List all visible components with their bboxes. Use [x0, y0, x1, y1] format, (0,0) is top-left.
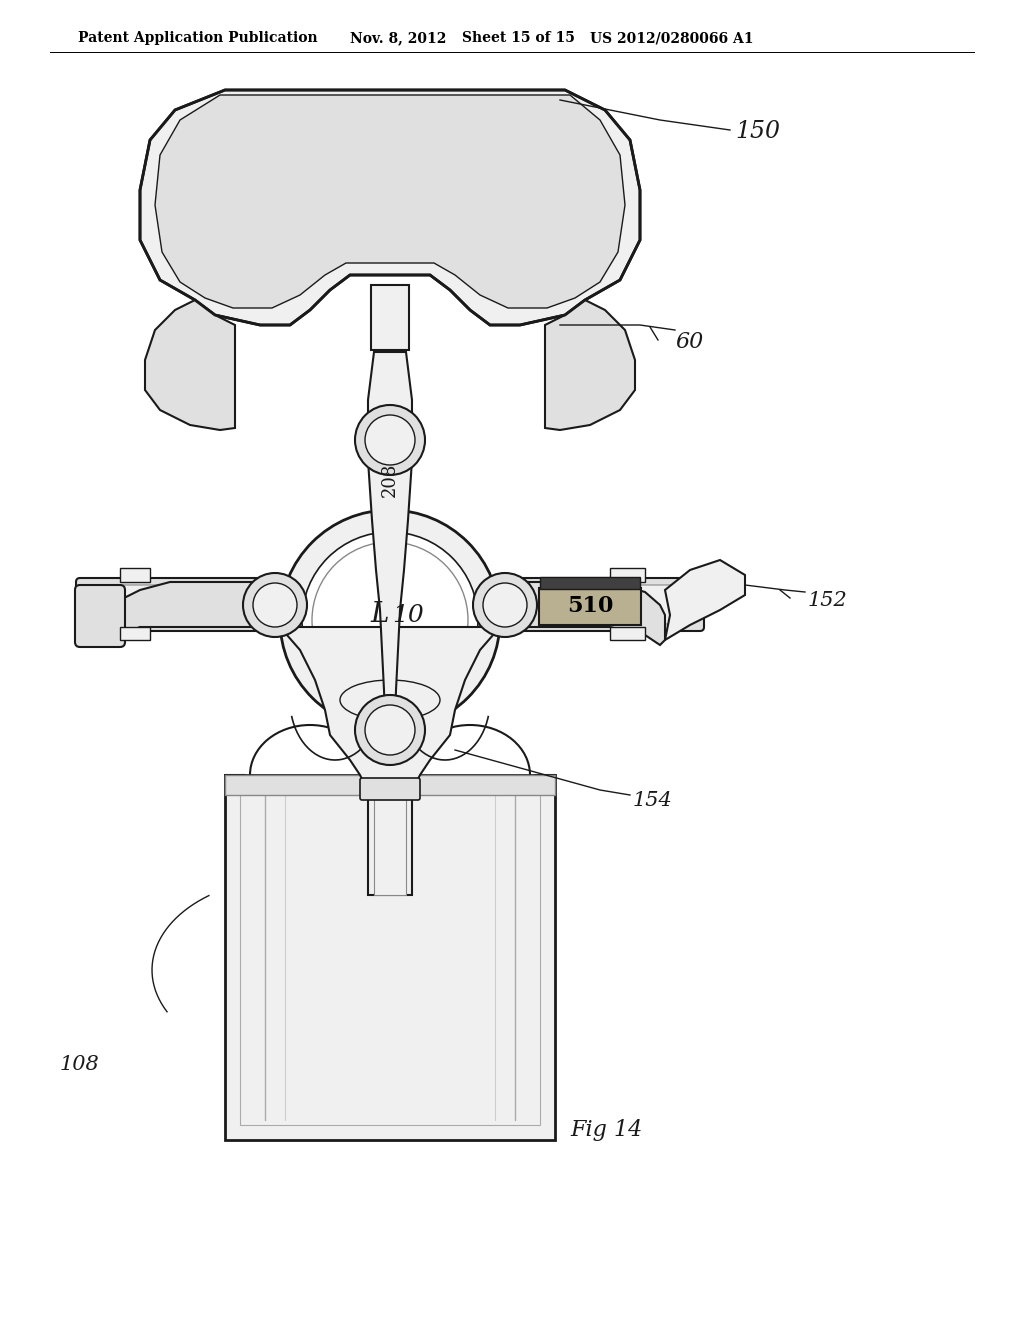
Text: 108: 108: [60, 1056, 99, 1074]
Text: 10: 10: [392, 603, 424, 627]
Polygon shape: [120, 568, 150, 582]
Bar: [371, 285, 409, 350]
Text: L: L: [371, 602, 389, 628]
Polygon shape: [155, 95, 625, 308]
Bar: [225, 775, 555, 1140]
Polygon shape: [610, 568, 645, 582]
FancyBboxPatch shape: [76, 578, 705, 631]
Bar: [240, 775, 540, 1125]
Text: 154: 154: [633, 791, 673, 809]
Bar: [374, 785, 406, 895]
Text: Fig 14: Fig 14: [570, 1119, 642, 1140]
Polygon shape: [280, 627, 500, 785]
FancyBboxPatch shape: [75, 585, 125, 647]
Text: 150: 150: [735, 120, 780, 144]
Polygon shape: [145, 300, 234, 430]
Circle shape: [473, 573, 537, 638]
Text: US 2012/0280066 A1: US 2012/0280066 A1: [590, 30, 754, 45]
Polygon shape: [665, 560, 745, 640]
Polygon shape: [120, 627, 150, 640]
Circle shape: [280, 510, 500, 730]
FancyBboxPatch shape: [360, 777, 420, 800]
Text: Sheet 15 of 15: Sheet 15 of 15: [462, 30, 574, 45]
Polygon shape: [545, 300, 635, 430]
Bar: [368, 785, 412, 895]
Circle shape: [365, 414, 415, 465]
Circle shape: [253, 583, 297, 627]
Text: 510: 510: [567, 595, 613, 616]
Circle shape: [355, 405, 425, 475]
Polygon shape: [368, 352, 412, 719]
Polygon shape: [165, 100, 615, 302]
Text: 208: 208: [381, 463, 399, 498]
Circle shape: [302, 532, 478, 708]
Polygon shape: [500, 582, 665, 645]
Circle shape: [365, 705, 415, 755]
Text: Patent Application Publication: Patent Application Publication: [78, 30, 317, 45]
Polygon shape: [610, 627, 645, 640]
Text: 60: 60: [675, 331, 703, 352]
FancyBboxPatch shape: [540, 577, 640, 589]
Text: 152: 152: [808, 590, 848, 610]
Circle shape: [243, 573, 307, 638]
Bar: [225, 775, 555, 795]
FancyBboxPatch shape: [93, 585, 687, 624]
FancyBboxPatch shape: [539, 587, 641, 624]
Circle shape: [355, 696, 425, 766]
Circle shape: [483, 583, 527, 627]
Text: Nov. 8, 2012: Nov. 8, 2012: [350, 30, 446, 45]
Polygon shape: [140, 90, 640, 325]
Polygon shape: [105, 582, 280, 645]
Ellipse shape: [372, 440, 408, 459]
